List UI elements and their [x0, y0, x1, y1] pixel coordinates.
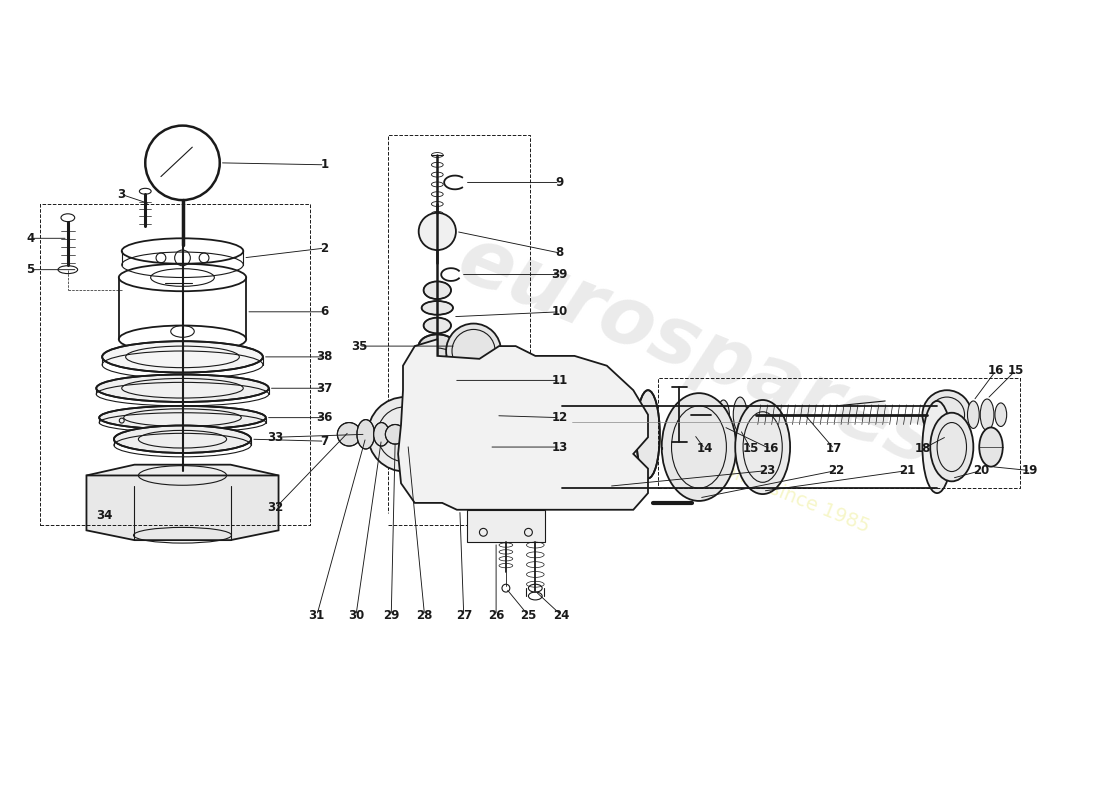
- Ellipse shape: [426, 338, 449, 349]
- Ellipse shape: [968, 401, 979, 429]
- Circle shape: [681, 405, 701, 425]
- Text: 12: 12: [552, 411, 568, 424]
- Ellipse shape: [420, 371, 454, 390]
- Ellipse shape: [662, 393, 736, 501]
- Text: 11: 11: [552, 374, 568, 387]
- Text: 6: 6: [320, 306, 329, 318]
- Polygon shape: [87, 465, 278, 486]
- Circle shape: [923, 390, 971, 439]
- Ellipse shape: [338, 422, 361, 446]
- Ellipse shape: [374, 422, 389, 446]
- Text: 19: 19: [1022, 464, 1038, 477]
- Text: 33: 33: [267, 430, 284, 444]
- Text: 1: 1: [320, 158, 329, 171]
- Circle shape: [478, 442, 488, 453]
- Text: 30: 30: [348, 609, 364, 622]
- Circle shape: [470, 460, 477, 468]
- Ellipse shape: [636, 390, 660, 478]
- Ellipse shape: [424, 318, 451, 334]
- Text: 9: 9: [556, 176, 564, 189]
- Ellipse shape: [356, 419, 375, 449]
- Ellipse shape: [931, 413, 974, 482]
- Ellipse shape: [717, 400, 729, 430]
- Text: 22: 22: [828, 464, 845, 477]
- Polygon shape: [398, 339, 648, 510]
- Ellipse shape: [402, 426, 414, 442]
- Ellipse shape: [734, 397, 747, 432]
- Text: 14: 14: [696, 442, 713, 455]
- Text: 27: 27: [455, 609, 472, 622]
- Text: 7: 7: [320, 434, 329, 448]
- Text: 26: 26: [488, 609, 504, 622]
- Text: 3: 3: [117, 188, 124, 201]
- Text: 15: 15: [742, 442, 759, 455]
- Ellipse shape: [994, 403, 1006, 426]
- Ellipse shape: [419, 334, 455, 358]
- Text: 17: 17: [826, 442, 843, 455]
- Text: 29: 29: [383, 609, 399, 622]
- Text: 13: 13: [552, 441, 568, 454]
- Ellipse shape: [99, 406, 266, 430]
- Text: 15: 15: [1008, 364, 1024, 377]
- Text: 24: 24: [553, 609, 570, 622]
- Text: 28: 28: [417, 609, 432, 622]
- Text: 37: 37: [317, 382, 332, 394]
- Text: 10: 10: [552, 306, 568, 318]
- Circle shape: [419, 213, 455, 250]
- Text: 16: 16: [988, 364, 1004, 377]
- Text: 34: 34: [96, 509, 112, 522]
- Ellipse shape: [424, 282, 451, 299]
- Ellipse shape: [102, 341, 263, 373]
- Text: 38: 38: [317, 350, 333, 363]
- Text: 39: 39: [551, 268, 568, 281]
- Text: 31: 31: [309, 609, 324, 622]
- Text: 2: 2: [320, 242, 329, 254]
- Ellipse shape: [421, 301, 453, 314]
- Ellipse shape: [980, 399, 994, 430]
- Text: 25: 25: [520, 609, 537, 622]
- Circle shape: [487, 383, 590, 486]
- Text: 21: 21: [900, 464, 916, 477]
- Text: 18: 18: [914, 442, 931, 455]
- Text: eurospares: eurospares: [447, 219, 947, 482]
- Text: 32: 32: [267, 502, 284, 514]
- Text: 23: 23: [759, 464, 775, 477]
- Text: 36: 36: [317, 411, 333, 424]
- Ellipse shape: [979, 427, 1003, 466]
- Text: 4: 4: [26, 232, 35, 245]
- Circle shape: [447, 323, 500, 378]
- Polygon shape: [87, 475, 278, 540]
- Ellipse shape: [923, 401, 952, 493]
- Ellipse shape: [114, 426, 251, 453]
- Text: 8: 8: [556, 246, 564, 259]
- Text: a parts supplier since 1985: a parts supplier since 1985: [619, 420, 872, 537]
- Text: 20: 20: [974, 464, 989, 477]
- Circle shape: [367, 397, 442, 471]
- Ellipse shape: [97, 374, 268, 402]
- Polygon shape: [466, 510, 546, 542]
- Circle shape: [455, 449, 464, 458]
- Text: 5: 5: [26, 263, 35, 276]
- Ellipse shape: [385, 425, 405, 444]
- Text: 35: 35: [351, 339, 367, 353]
- Text: 16: 16: [762, 442, 779, 455]
- Ellipse shape: [735, 400, 790, 494]
